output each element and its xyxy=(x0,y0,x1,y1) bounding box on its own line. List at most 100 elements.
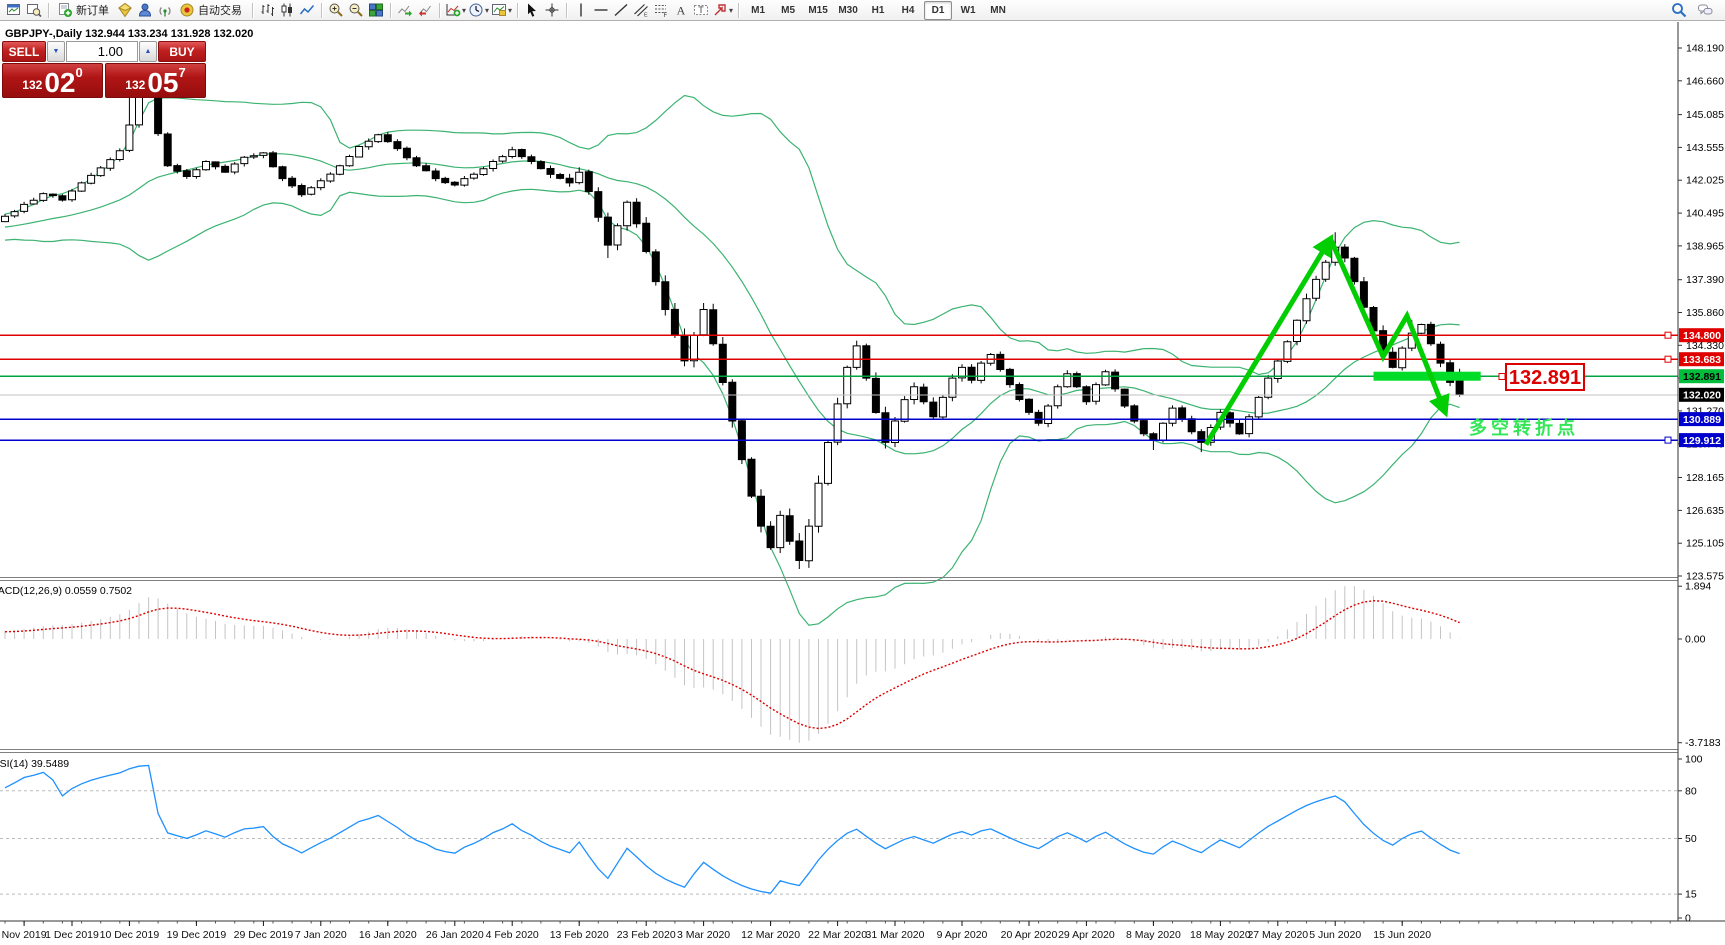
bid-sup: 0 xyxy=(75,65,83,80)
hline-handle[interactable] xyxy=(1664,355,1672,363)
price-badge-label: 129.912 xyxy=(1683,435,1721,447)
macd-panel xyxy=(4,586,1461,743)
chat-button[interactable] xyxy=(1695,1,1715,19)
annotations[interactable] xyxy=(0,233,1725,753)
zoom-in-button[interactable] xyxy=(326,1,346,19)
timeframe-d1[interactable]: D1 xyxy=(924,0,953,20)
search-button[interactable] xyxy=(1669,1,1689,19)
chart-shift-button[interactable] xyxy=(415,1,435,19)
chart-canvas[interactable]: 132.891 多空转折点 148.190 146.660 145.085 143.5… xyxy=(0,22,1725,945)
autotrading-button[interactable]: 自动交易 xyxy=(175,1,248,19)
zoom-out-button[interactable] xyxy=(346,1,366,19)
vertical-line-button[interactable] xyxy=(571,1,591,19)
rsi-axis-label: 80 xyxy=(1685,785,1697,797)
auto-scroll-button[interactable] xyxy=(395,1,415,19)
date-label: 4 Feb 2020 xyxy=(486,929,539,941)
search-icon xyxy=(1672,3,1687,18)
candle-chart-button[interactable] xyxy=(277,1,297,19)
sell-button[interactable]: SELL xyxy=(2,41,46,62)
time-axis-background xyxy=(0,921,1725,945)
timeframe-h1[interactable]: H1 xyxy=(871,4,885,16)
rsi-line xyxy=(4,764,1460,894)
price-annotation-box[interactable] xyxy=(1505,363,1585,391)
ask-big: 05 xyxy=(147,66,179,98)
fibonacci-retracement-button[interactable]: F xyxy=(651,1,671,19)
metaeditor-icon xyxy=(118,2,132,18)
terminal-button[interactable] xyxy=(135,1,155,19)
hline-handle[interactable] xyxy=(1664,436,1672,444)
templates-button[interactable]: ▾ xyxy=(490,1,513,19)
tile-windows-icon xyxy=(369,3,383,17)
text-button[interactable]: A xyxy=(671,1,691,19)
cursor-button[interactable] xyxy=(522,1,542,19)
periods-button[interactable]: ▾ xyxy=(467,1,490,19)
line-chart-button[interactable] xyxy=(297,1,317,19)
timeframe-h4[interactable]: H4 xyxy=(901,4,915,16)
horizontal-line-button[interactable] xyxy=(591,1,611,19)
date-label: 15 Jun 2020 xyxy=(1373,929,1431,941)
date-label: 18 May 2020 xyxy=(1190,929,1251,941)
rsi-axis-label: 15 xyxy=(1685,889,1697,901)
new-order-label: 新订单 xyxy=(76,5,109,17)
trend-arrow-1[interactable] xyxy=(1203,233,1334,446)
equidistant-channel-button[interactable]: E xyxy=(631,1,651,19)
price-tick-label: 128.165 xyxy=(1686,472,1724,484)
date-label: 31 Mar 2020 xyxy=(866,929,925,941)
toolbar-separator xyxy=(252,2,253,18)
annotation-anchor[interactable] xyxy=(1498,373,1506,380)
price-tick-label: 143.555 xyxy=(1686,142,1724,154)
bar-chart-button[interactable] xyxy=(257,1,277,19)
templates-dropdown-icon[interactable]: ▾ xyxy=(508,5,513,15)
arrows-button[interactable]: ▾ xyxy=(711,1,734,19)
trend-arrow-2[interactable] xyxy=(1328,237,1450,418)
chart-window-button[interactable] xyxy=(4,1,24,19)
indicators-button[interactable]: ▾ xyxy=(444,1,467,19)
rsi-axis-label: 100 xyxy=(1685,754,1703,766)
date-label: 22 Mar 2020 xyxy=(808,929,867,941)
timeframe-m15[interactable]: M15 xyxy=(808,4,828,16)
price-tick-label: 134.330 xyxy=(1686,340,1724,352)
fibonacci-retracement-icon: F xyxy=(655,5,668,18)
buy-button[interactable]: BUY xyxy=(158,41,206,62)
horizontal-lines[interactable] xyxy=(0,331,1678,444)
date-label: 5 Jun 2020 xyxy=(1309,929,1361,941)
text-label-icon: T xyxy=(694,5,709,15)
timeframe-mn[interactable]: MN xyxy=(990,4,1006,16)
crosshair-button[interactable] xyxy=(542,1,562,19)
text-label-button[interactable]: T xyxy=(691,1,711,19)
date-label: 10 Dec 2019 xyxy=(100,929,160,941)
volume-decrease-button[interactable]: ▼ xyxy=(47,41,65,62)
svg-text:T: T xyxy=(698,5,704,15)
volume-input[interactable]: 1.00 xyxy=(66,41,138,62)
metaeditor-button[interactable] xyxy=(115,1,135,19)
data-window-button[interactable] xyxy=(24,1,44,19)
svg-text:E: E xyxy=(644,13,648,19)
ask-price[interactable]: 132 05 7 xyxy=(105,63,206,98)
arrows-icon xyxy=(714,4,726,16)
equidistant-channel-icon: E xyxy=(634,4,648,19)
indicators-dropdown-icon[interactable]: ▾ xyxy=(462,5,467,15)
timeframe-m1[interactable]: M1 xyxy=(751,4,766,16)
axis-background xyxy=(1678,22,1725,945)
macd-axis-label: 0.00 xyxy=(1685,634,1706,646)
timeframe-w1[interactable]: W1 xyxy=(960,4,976,16)
timeframe-m30[interactable]: M30 xyxy=(838,4,858,16)
price-badge-134.800 xyxy=(1679,328,1724,343)
volume-increase-button[interactable]: ▲ xyxy=(139,41,157,62)
trendline-button[interactable] xyxy=(611,1,631,19)
new-order-button[interactable]: 新订单 xyxy=(53,1,115,19)
timeframe-m5[interactable]: M5 xyxy=(781,4,796,16)
tile-windows-button[interactable] xyxy=(366,1,386,19)
periods-icon xyxy=(469,3,483,17)
periods-dropdown-icon[interactable]: ▾ xyxy=(485,5,490,15)
price-tick-label: 126.635 xyxy=(1686,505,1724,517)
arrows-dropdown-icon[interactable]: ▾ xyxy=(729,5,734,15)
signals-icon xyxy=(159,7,171,17)
support-bar-highlight[interactable] xyxy=(1373,371,1481,381)
candle-wicks xyxy=(4,66,1461,569)
bid-prefix: 132 xyxy=(22,78,43,92)
bid-price[interactable]: 132 02 0 xyxy=(2,63,103,98)
signals-button[interactable] xyxy=(155,1,175,19)
price-badge-132.020 xyxy=(1679,387,1724,402)
hline-handle[interactable] xyxy=(1664,331,1672,339)
